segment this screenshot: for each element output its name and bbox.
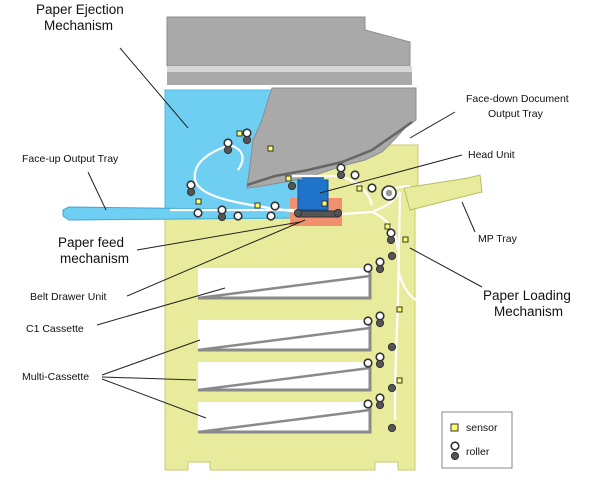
- roller: [387, 251, 397, 261]
- sensor: [236, 130, 243, 137]
- leader-c1-cassette: [96, 287, 226, 326]
- roller: [387, 342, 397, 352]
- sensor: [356, 185, 363, 192]
- roller: [266, 211, 276, 221]
- sensor: [402, 236, 409, 243]
- mp-tray: [403, 174, 483, 211]
- roller: [242, 135, 252, 145]
- legend-sensor-swatch: [450, 423, 459, 432]
- sensor: [321, 200, 328, 207]
- roller: [223, 145, 233, 155]
- roller: [287, 181, 297, 191]
- label-paper-feed-2: mechanism: [60, 251, 129, 266]
- roller: [387, 423, 397, 433]
- sensor: [396, 377, 403, 384]
- roller: [386, 228, 396, 238]
- label-face-up-tray: Face-up Output Tray: [22, 153, 119, 165]
- scanner-strip: [167, 66, 412, 72]
- roller: [270, 201, 280, 211]
- legend-box: [441, 411, 513, 469]
- roller: [375, 311, 385, 321]
- roller: [193, 208, 203, 218]
- label-paper-loading-1: Paper Loading: [483, 288, 571, 303]
- legend-roller-outline: [450, 441, 460, 451]
- leader-face-up: [87, 171, 107, 211]
- cassette-multi-3: [197, 402, 372, 434]
- roller: [387, 383, 397, 393]
- roller: [186, 187, 196, 197]
- sensor: [285, 175, 292, 182]
- roller-hub: [385, 189, 393, 197]
- roller: [363, 399, 373, 409]
- roller: [375, 393, 385, 403]
- leader-mp-tray: [461, 201, 476, 233]
- roller: [375, 264, 385, 274]
- sensor: [195, 198, 202, 205]
- roller: [363, 358, 373, 368]
- roller: [386, 235, 396, 245]
- cassette-multi-2: [197, 362, 372, 392]
- roller: [363, 316, 373, 326]
- legend: sensor roller: [441, 411, 513, 469]
- scanner-unit: [166, 16, 411, 67]
- leader-paper-loading: [409, 247, 483, 288]
- label-paper-loading-2: Mechanism: [494, 304, 563, 319]
- legend-sensor-label: sensor: [466, 422, 498, 434]
- sensor: [267, 145, 274, 152]
- label-belt-drawer-unit: Belt Drawer Unit: [30, 291, 107, 303]
- leader-face-down: [409, 111, 456, 139]
- roller: [333, 208, 343, 218]
- roller: [242, 128, 252, 138]
- cassette-c1: [197, 268, 372, 300]
- legend-roller-label: roller: [466, 446, 490, 458]
- leader-paper-ejection: [119, 47, 189, 129]
- roller: [293, 208, 303, 218]
- label-paper-ejection-2: Mechanism: [44, 18, 113, 33]
- label-paper-feed-1: Paper feed: [58, 235, 124, 250]
- leader-multi-2: [101, 376, 197, 381]
- sensor: [396, 306, 403, 313]
- roller: [233, 211, 243, 221]
- rollers: [186, 128, 397, 433]
- label-mp-tray: MP Tray: [478, 233, 518, 245]
- cassette-multi-1: [197, 320, 372, 352]
- label-face-down-2: Output Tray: [488, 108, 544, 120]
- roller: [336, 170, 346, 180]
- leader-multi-3: [101, 378, 207, 419]
- label-face-down-1: Face-down Document: [466, 93, 569, 105]
- leader-lines: [87, 47, 483, 419]
- roller: [363, 263, 373, 273]
- roller: [375, 257, 385, 267]
- roller: [367, 183, 377, 193]
- sensor: [384, 223, 391, 230]
- leader-belt-drawer: [126, 219, 306, 297]
- legend-roller-dark: [450, 451, 460, 461]
- head-unit-top: [302, 176, 324, 181]
- roller: [336, 163, 346, 173]
- leader-head-unit: [319, 154, 463, 194]
- leader-paper-feed: [136, 221, 301, 251]
- roller: [375, 400, 385, 410]
- label-multi-cassette: Multi-Cassette: [22, 371, 89, 383]
- sensors: [195, 130, 409, 384]
- label-paper-ejection-1: Paper Ejection: [36, 2, 124, 17]
- roller: [186, 180, 196, 190]
- leader-multi-1: [101, 339, 201, 376]
- roller: [223, 138, 233, 148]
- roller: [217, 205, 227, 215]
- label-c1-cassette: C1 Cassette: [26, 323, 84, 335]
- roller: [217, 212, 227, 222]
- roller: [375, 318, 385, 328]
- roller: [375, 359, 385, 369]
- label-head-unit: Head Unit: [468, 149, 515, 161]
- roller: [350, 170, 360, 180]
- roller: [375, 352, 385, 362]
- face-down-tray-edge: [246, 120, 413, 187]
- sensor: [254, 202, 261, 209]
- scanner-strip: [167, 72, 412, 85]
